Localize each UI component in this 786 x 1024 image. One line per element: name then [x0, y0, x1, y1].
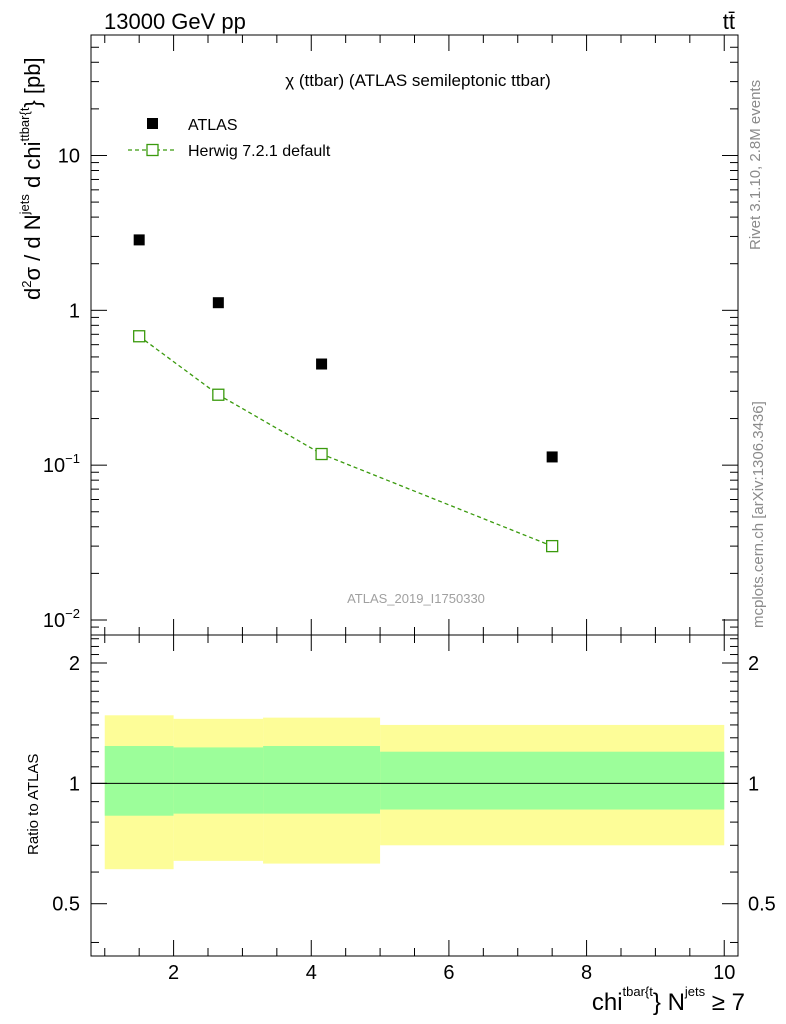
process-label: tt̄: [723, 9, 735, 34]
ratio-band-green: [173, 747, 264, 814]
ratio-y-tick-label-right: 0.5: [748, 894, 776, 916]
y-axis-label-sup: 2: [19, 281, 34, 288]
ratio-band-green: [104, 746, 174, 816]
ratio-y-tick-label-right: 1: [748, 773, 759, 795]
y-axis-label: d2σ / d Njets d chittbar{t} [pb]: [17, 57, 45, 300]
legend-atlas-label: ATLAS: [188, 117, 238, 134]
x-tick-label: 2: [168, 962, 179, 984]
y-tick-label: 10: [58, 145, 80, 167]
y-tick-label-base: 10: [43, 610, 65, 632]
data-points: [133, 234, 559, 553]
herwig-point: [133, 330, 146, 343]
x-tick-label: 10: [713, 962, 735, 984]
x-tick-label: 6: [443, 962, 454, 984]
ratio-y-tick-label-left: 0.5: [52, 894, 80, 916]
ratio-y-tick-label-right: 2: [748, 653, 759, 675]
analysis-id: ATLAS_2019_I1750330: [347, 591, 485, 606]
herwig-point: [315, 447, 328, 461]
y-tick-label: 10−2: [43, 606, 80, 632]
ratio-y-axis-label: Ratio to ATLAS: [25, 754, 42, 855]
y-tick-label: 10−1: [43, 451, 80, 477]
y-tick-label-exp: −2: [65, 606, 80, 621]
y-tick-label-base: 10: [43, 455, 65, 477]
ratio-bands: [104, 715, 725, 870]
ratio-y-tick-label-left: 2: [69, 653, 80, 675]
atlas-point: [316, 358, 328, 370]
x-axis-label: chitbar{t} Njets ≥ 7: [592, 984, 745, 1016]
y-axis-label-part: d: [20, 288, 45, 300]
herwig-line: [138, 335, 553, 547]
ratio-y-tick-label-left: 1: [69, 773, 80, 795]
y-axis-label-sup: ttbar{t: [17, 107, 32, 141]
legend-herwig-label: Herwig 7.2.1 default: [188, 143, 331, 160]
y-axis-label-part: d chi: [20, 142, 45, 195]
x-tick-label: 4: [306, 962, 317, 984]
chart-title: χ (ttbar) (ATLAS semileptonic ttbar): [285, 71, 551, 90]
atlas-point: [133, 234, 145, 246]
herwig-point: [546, 539, 559, 553]
atlas-point: [212, 297, 224, 309]
x-tick-label: 8: [581, 962, 592, 984]
axes-ticks: [91, 34, 738, 956]
y-tick-label-exp: −1: [65, 451, 80, 466]
x-axis-label-sup: tbar{t: [623, 984, 654, 999]
y-tick-label: 1: [69, 300, 80, 322]
x-axis-label-part: } N: [653, 989, 685, 1016]
x-axis-label-part: ≥ 7: [705, 989, 745, 1016]
legend: ATLAS Herwig 7.2.1 default: [128, 117, 331, 160]
ratio-band-green: [263, 746, 381, 814]
herwig-point: [212, 388, 225, 401]
ratio-band-green: [380, 751, 725, 810]
y-axis-label-part: } [pb]: [20, 57, 45, 107]
y-axis-label-sup: jets: [17, 194, 32, 216]
rivet-label: Rivet 3.1.10, 2.8M events: [747, 80, 764, 250]
legend-atlas-marker: [147, 118, 158, 129]
legend-herwig-marker: [146, 143, 159, 157]
energy-label: 13000 GeV pp: [104, 9, 246, 34]
x-axis-label-sup: jets: [684, 984, 706, 999]
herwig-series-line: [138, 335, 553, 547]
x-axis-label-part: chi: [592, 989, 623, 1016]
y-axis-label-part: σ / d N: [20, 214, 45, 280]
mcplots-label: mcplots.cern.ch [arXiv:1306.3436]: [750, 401, 767, 628]
atlas-point: [546, 451, 558, 463]
